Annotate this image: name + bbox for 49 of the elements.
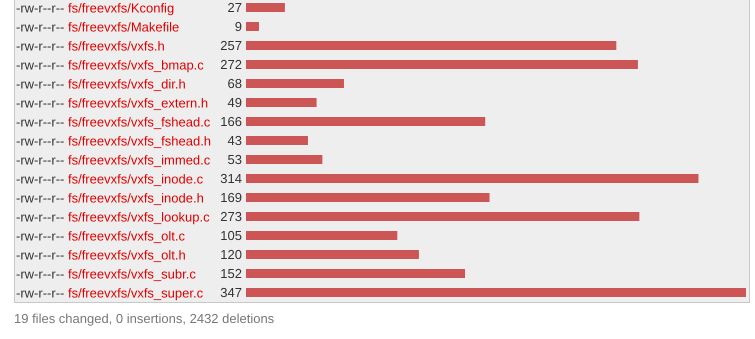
data-label: 49 <box>228 95 242 110</box>
bar <box>246 117 486 126</box>
data-label: 169 <box>220 190 242 206</box>
data-label: 53 <box>228 152 242 168</box>
bar <box>246 269 466 278</box>
bar <box>246 174 698 183</box>
y-tick-label: -rw-r--r-- fs/freevxfs/vxfs_inode.c <box>16 172 204 186</box>
bar <box>246 212 640 221</box>
data-label: 314 <box>220 171 242 186</box>
bar <box>246 136 308 145</box>
data-label: 166 <box>220 114 242 130</box>
bar <box>246 79 344 88</box>
bar <box>246 41 616 50</box>
y-tick-label: -rw-r--r-- fs/freevxfs/vxfs_fshead.h <box>16 134 212 148</box>
bar <box>246 193 490 202</box>
bar <box>246 60 638 69</box>
data-label: 120 <box>220 247 242 262</box>
y-tick-label: -rw-r--r-- fs/freevxfs/Kconfig <box>16 0 174 16</box>
data-label: 27 <box>228 0 242 16</box>
bar <box>246 3 285 12</box>
y-tick-label: -rw-r--r-- fs/freevxfs/vxfs_fshead.c <box>16 114 211 130</box>
y-tick-label: -rw-r--r-- fs/freevxfs/vxfs_immed.c <box>16 152 211 168</box>
y-tick-label: -rw-r--r-- fs/freevxfs/vxfs_extern.h <box>16 96 208 110</box>
bar <box>246 155 322 164</box>
y-tick-label: -rw-r--r-- fs/freevxfs/vxfs_bmap.c <box>16 58 204 72</box>
data-label: 68 <box>228 76 242 92</box>
data-label: 272 <box>220 57 242 72</box>
text: 19 files changed, 0 insertions, 2432 deletions <box>14 311 276 326</box>
bar <box>246 98 317 107</box>
bar <box>246 231 398 240</box>
y-tick-label: -rw-r--r-- fs/freevxfs/vxfs_olt.c <box>16 228 186 244</box>
data-label: 152 <box>220 266 242 282</box>
y-tick-label: -rw-r--r-- fs/freevxfs/vxfs_subr.c <box>16 266 196 282</box>
bar <box>246 22 259 31</box>
bar <box>246 288 746 297</box>
y-tick-label: -rw-r--r-- fs/freevxfs/vxfs_super.c <box>16 286 204 300</box>
y-tick-label: -rw-r--r-- fs/freevxfs/vxfs.h <box>16 38 165 54</box>
y-tick-label: -rw-r--r-- fs/freevxfs/vxfs_olt.h <box>16 248 186 262</box>
bar <box>246 250 419 259</box>
y-tick-label: -rw-r--r-- fs/freevxfs/Makefile <box>16 20 180 34</box>
data-label: 105 <box>220 228 242 244</box>
data-label: 257 <box>220 38 242 54</box>
data-label: 273 <box>220 209 242 224</box>
y-tick-label: -rw-r--r-- fs/freevxfs/vxfs_lookup.c <box>16 210 210 224</box>
y-tick-label: -rw-r--r-- fs/freevxfs/vxfs_inode.h <box>16 190 204 206</box>
y-tick-label: -rw-r--r-- fs/freevxfs/vxfs_dir.h <box>16 76 186 92</box>
data-label: 43 <box>228 133 242 148</box>
data-label: 347 <box>220 285 242 300</box>
data-label: 9 <box>234 19 242 34</box>
